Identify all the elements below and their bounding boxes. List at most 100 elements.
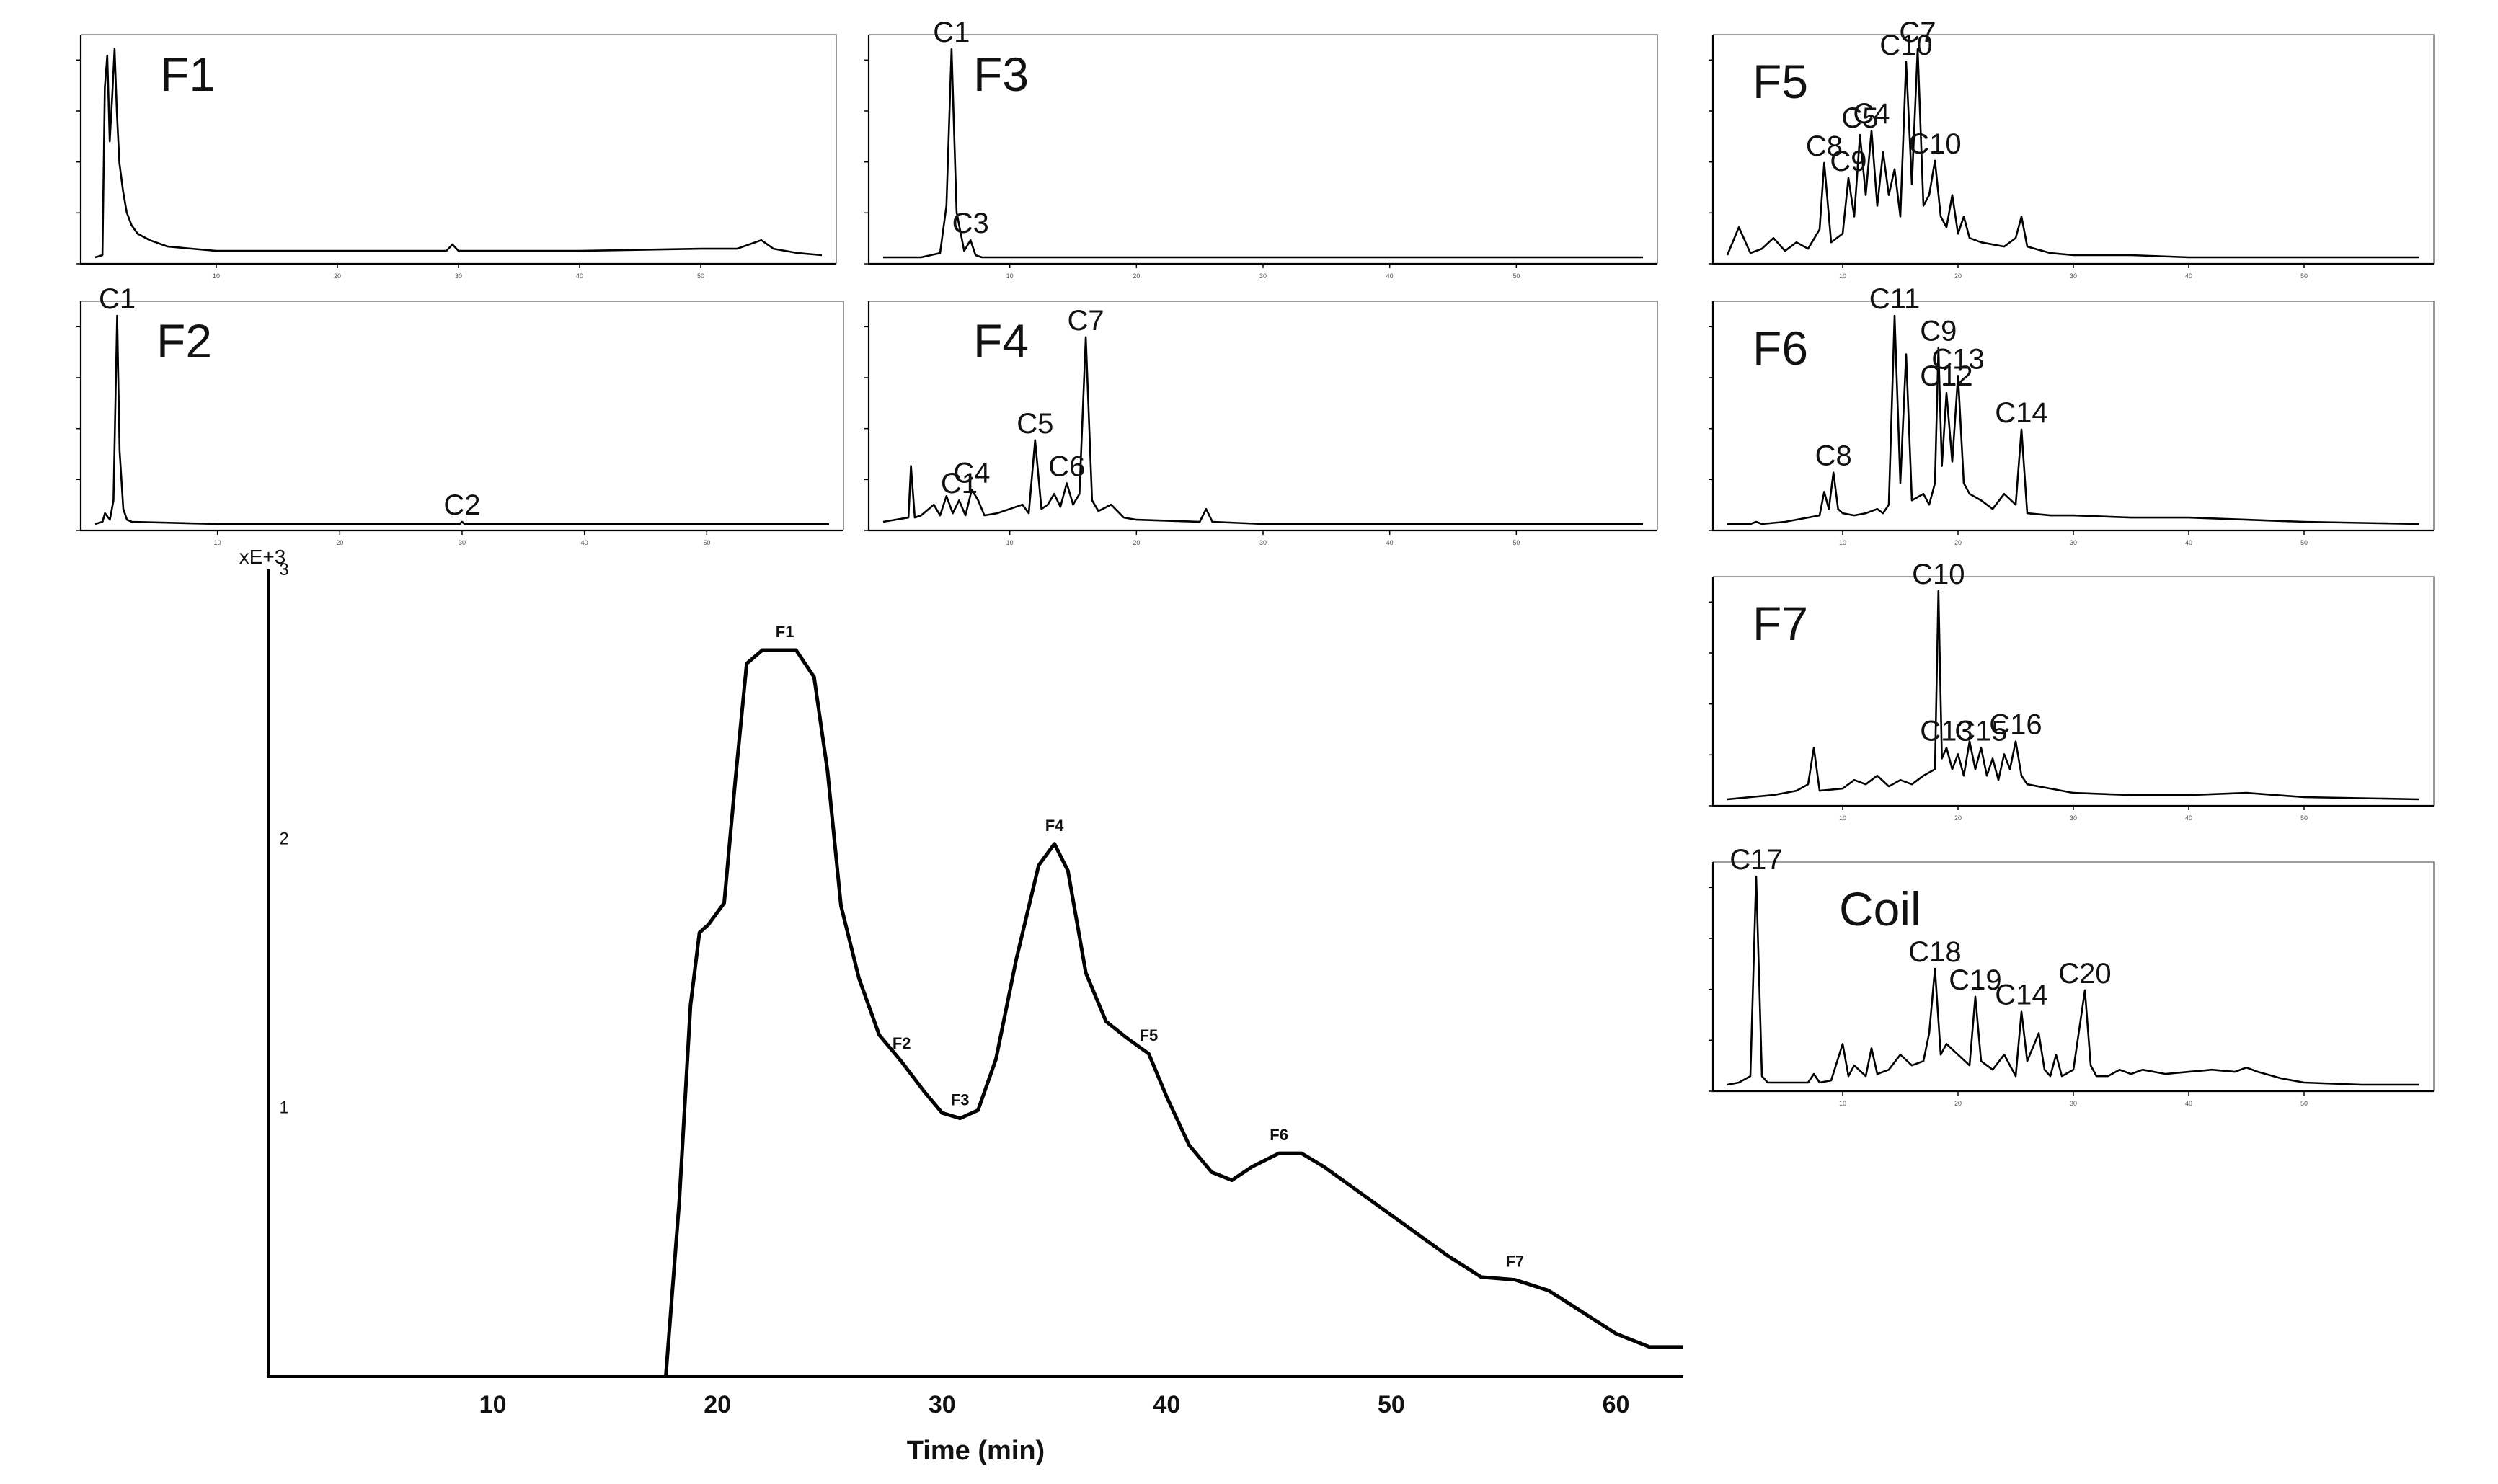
x-tick-label: 60 (1603, 1391, 1630, 1418)
x-tick-label: 30 (455, 272, 462, 280)
peak-label: C8 (1815, 440, 1852, 472)
x-tick-label: 20 (334, 272, 341, 280)
trace-f2 (94, 314, 829, 525)
x-tick-label: 20 (1954, 1100, 1962, 1107)
panel-frame (869, 301, 1658, 530)
x-tick-label: 10 (479, 1391, 507, 1418)
peak-label: C14 (1995, 979, 2047, 1011)
fraction-marker: F6 (1270, 1126, 1288, 1144)
x-tick-label: 10 (1006, 539, 1014, 546)
peak-label: C17 (1729, 844, 1782, 876)
peak-label: C10 (1912, 559, 1965, 590)
peak-label: C19 (1949, 964, 2001, 996)
peak-label: C1 (933, 17, 970, 48)
x-tick-label: 30 (2070, 272, 2077, 280)
y-tick-label: 2 (279, 829, 288, 848)
panel-title: F1 (160, 48, 216, 101)
y-scale-label: xE+3 (239, 546, 286, 568)
peak-label: C7 (1067, 305, 1104, 337)
x-tick-label: 30 (1259, 272, 1267, 280)
trace-f1 (94, 48, 823, 259)
x-tick-label: 10 (1839, 1100, 1846, 1107)
trace-f5 (1726, 48, 2419, 259)
trace-f7 (1727, 590, 2420, 801)
panel-title: F5 (1753, 55, 1808, 108)
x-tick-label: 10 (1839, 814, 1846, 822)
peak-label: C10 (1908, 128, 1961, 160)
x-tick-label: 40 (581, 539, 588, 546)
peak-label: C7 (1899, 17, 1936, 48)
peak-label: C4 (953, 457, 990, 489)
panel-frame (1713, 861, 2435, 1091)
x-tick-label: 50 (1512, 272, 1520, 280)
peak-label: C1 (99, 283, 136, 315)
x-tick-label: 50 (2300, 1100, 2308, 1107)
fraction-marker: F3 (951, 1091, 970, 1109)
x-tick-label: 50 (1378, 1391, 1405, 1418)
peak-label: C18 (1908, 936, 1961, 968)
trace-f3 (883, 48, 1643, 259)
panel-title: F3 (973, 48, 1029, 101)
peak-label: C9 (1830, 146, 1866, 177)
peak-label: C13 (1931, 343, 1984, 375)
panel-axes (1711, 577, 2434, 807)
x-tick-label: 40 (2185, 1100, 2192, 1107)
x-tick-label: 10 (1006, 272, 1014, 280)
x-tick-label: 30 (459, 539, 466, 546)
fraction-marker: F7 (1505, 1253, 1524, 1271)
peak-label: C10 (1879, 30, 1932, 61)
x-tick-label: 20 (1133, 539, 1140, 546)
fraction-marker: F1 (776, 623, 794, 641)
panel-title: F6 (1753, 321, 1808, 375)
peak-label: C16 (1989, 709, 2042, 741)
x-tick-label: 10 (213, 272, 220, 280)
x-tick-label: 10 (1839, 539, 1846, 546)
peak-label: C8 (1806, 130, 1843, 162)
y-tick-label: 1 (279, 1098, 288, 1118)
x-tick-label: 20 (1954, 814, 1962, 822)
x-tick-label: 20 (704, 1391, 731, 1418)
fraction-marker: F5 (1140, 1026, 1159, 1044)
x-tick-label: 50 (1512, 539, 1520, 546)
x-tick-label: 50 (697, 272, 704, 280)
panel-title: F7 (1753, 597, 1808, 650)
x-tick-label: 40 (2185, 272, 2192, 280)
main-chart: xE+3 1 2 3 10 20 30 40 50 60 Time (min) F1 F2 F3 F4 F5 F… (239, 546, 1683, 1466)
x-tick-label: 40 (2185, 814, 2192, 822)
panel-frame (1713, 576, 2435, 806)
peak-label: C4 (1853, 98, 1890, 130)
x-axis-label: Time (min) (907, 1436, 1045, 1466)
x-tick-label: 20 (1133, 272, 1140, 280)
fraction-marker: F4 (1045, 817, 1064, 835)
x-tick-label: 30 (2070, 1100, 2077, 1107)
peak-label: C14 (1995, 397, 2047, 429)
peak-label: C5 (1841, 102, 1878, 134)
x-tick-label: 20 (1954, 272, 1962, 280)
panel-frame (81, 301, 844, 530)
panel-title: F4 (973, 314, 1029, 368)
peak-label: C15 (1954, 716, 2007, 747)
panel-title: Coil (1839, 882, 1921, 936)
x-tick-label: 40 (576, 272, 583, 280)
panel-frame (1713, 34, 2435, 264)
trace-f4 (882, 336, 1643, 525)
x-tick-label: 40 (1386, 272, 1394, 280)
panel-frame (81, 34, 837, 264)
y-tick-label: 3 (279, 560, 288, 579)
x-tick-label: 30 (929, 1391, 956, 1418)
peak-label: C3 (952, 208, 989, 239)
main-trace (664, 648, 1683, 1377)
peak-label: C13 (1920, 716, 1972, 747)
peak-label: C5 (1017, 408, 1053, 440)
x-tick-label: 30 (2070, 539, 2077, 546)
panel-f1: 10 20 30 40 50 F1 (76, 34, 837, 280)
peak-label: C1 (941, 468, 978, 499)
panel-frame (869, 34, 1658, 264)
x-tick-label: 20 (336, 539, 343, 546)
peak-label: C9 (1920, 316, 1957, 347)
peak-label: C12 (1920, 360, 1972, 392)
